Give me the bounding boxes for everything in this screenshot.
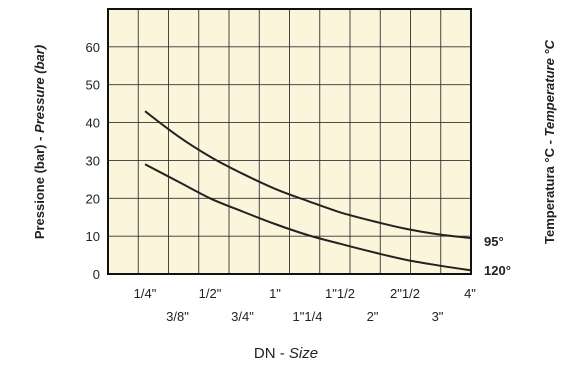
y-tick-label: 0 <box>93 267 100 282</box>
x-tick-label: 1" <box>269 286 281 301</box>
series-line-2 <box>144 163 471 272</box>
right-axis-label-en: Temperature °C <box>542 39 557 136</box>
x-tick-label: 1/4" <box>134 286 157 301</box>
y-axis-label-en: Pressure (bar) <box>32 45 47 133</box>
x-tick-label: 2"1/2 <box>390 286 420 301</box>
x-axis-label: DN - Size <box>254 345 318 362</box>
x-tick-label: 3/8" <box>166 309 189 324</box>
series-label-2: 120° <box>484 263 511 278</box>
x-tick-labels: 1/4" 3/8" 1/2" 3/4" 1" 1"1/41"1/2 2" 2"1/2 3" 4" <box>134 286 477 324</box>
y-tick-label: 40 <box>86 116 100 131</box>
y-tick-label: 20 <box>86 191 100 206</box>
x-tick-label: 3" <box>432 309 444 324</box>
x-tick-label: 1"1/4 <box>293 309 323 324</box>
y-tick-label: 50 <box>86 78 100 93</box>
x-axis-label-it: DN - <box>254 345 289 362</box>
series-labels: 95° 120° <box>484 234 511 278</box>
y-tick-labels: 0 10 20 30 40 50 60 <box>86 40 100 282</box>
y-axis-label-it: Pressione (bar) - <box>32 133 47 239</box>
right-axis-label-it: Temperatura °C - <box>542 136 557 244</box>
y-tick-label: 60 <box>86 40 100 55</box>
right-axis-label: Temperatura °C - Temperature °C <box>542 39 557 244</box>
x-tick-label: 4" <box>464 286 476 301</box>
y-axis-label: Pressione (bar) - Pressure (bar) <box>32 45 47 239</box>
plot-frame <box>107 8 472 275</box>
x-tick-label: 2" <box>367 309 379 324</box>
y-tick-label: 30 <box>86 153 100 168</box>
series-label-1: 95° <box>484 234 504 249</box>
x-tick-label: 1"1/2 <box>325 286 355 301</box>
series-line-1 <box>144 110 471 239</box>
y-tick-label: 10 <box>86 229 100 244</box>
x-axis-label-en: Size <box>289 345 318 362</box>
x-tick-label: 1/2" <box>199 286 222 301</box>
x-tick-label: 3/4" <box>231 309 254 324</box>
series-lines <box>144 110 471 272</box>
